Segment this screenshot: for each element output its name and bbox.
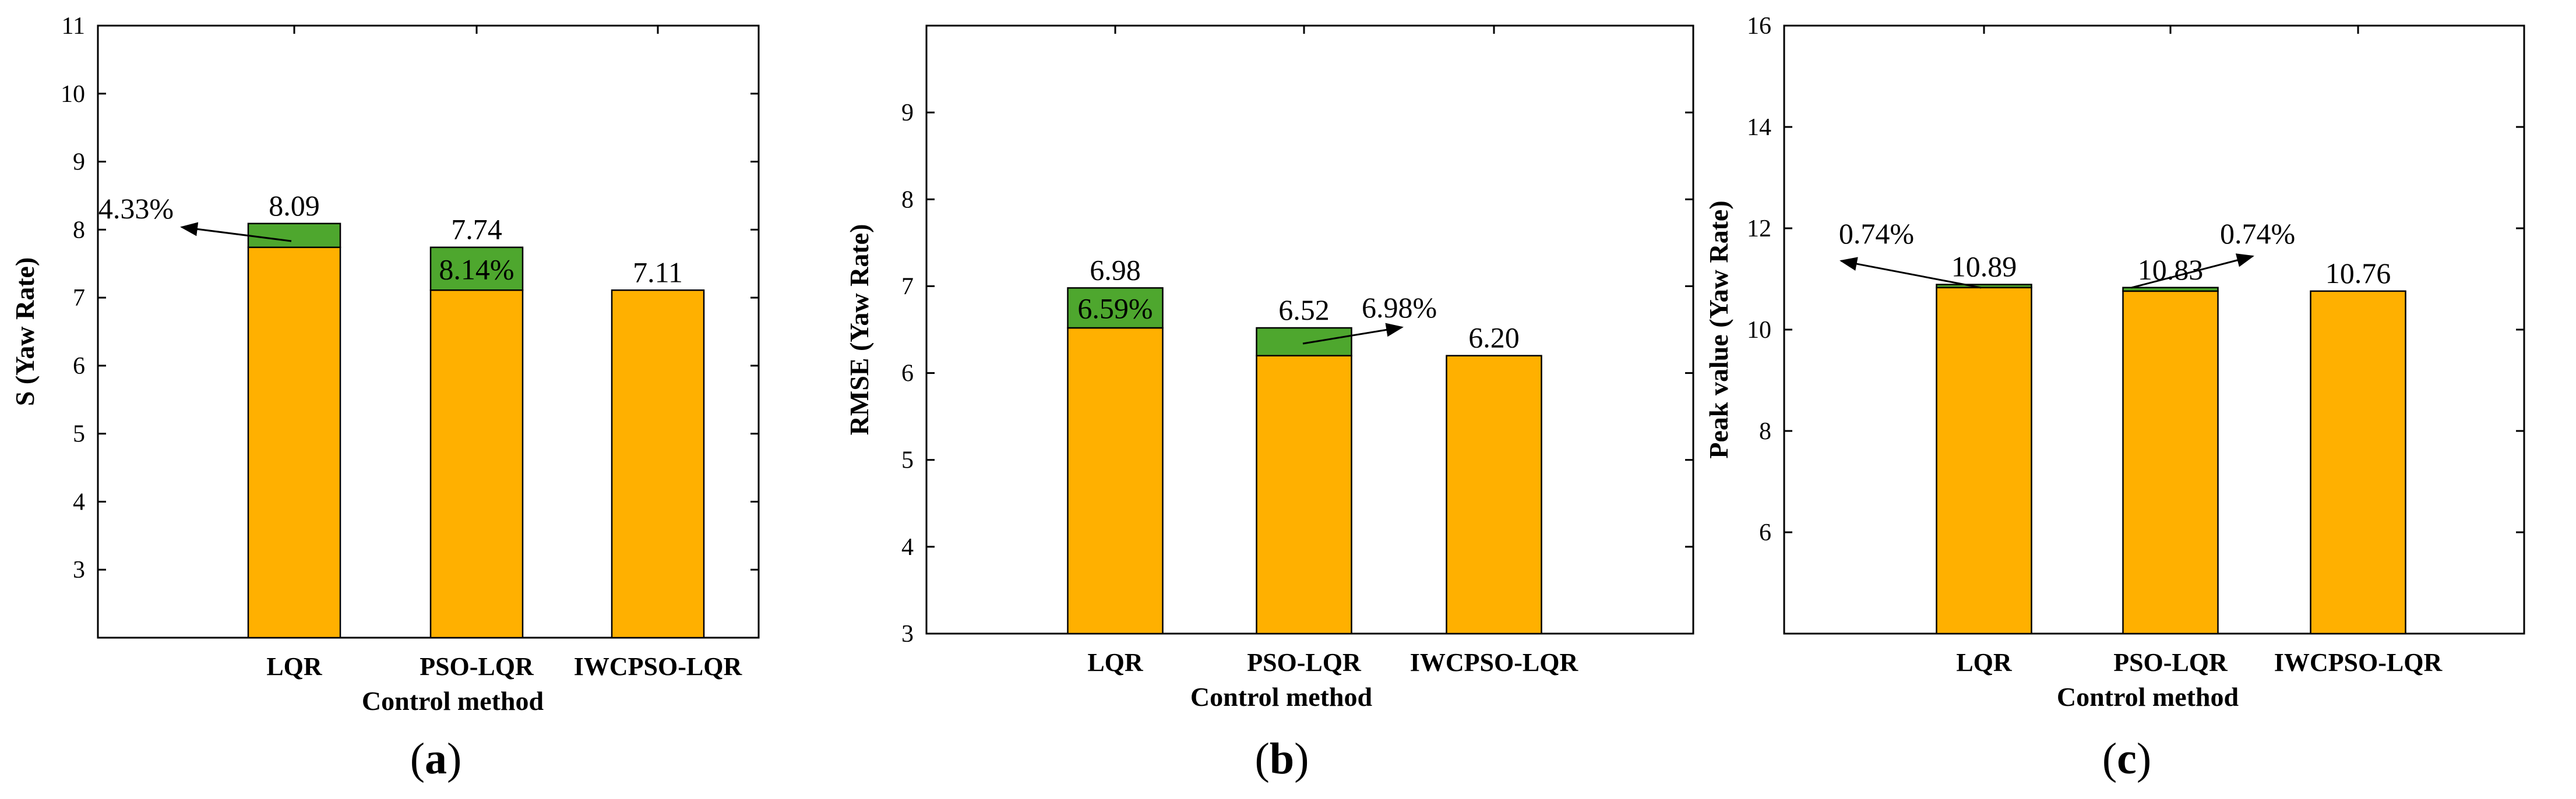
y-tick-label: 8 [73, 217, 85, 243]
y-axis-label: Peak value (Yaw Rate) [1704, 200, 1733, 458]
panel-c: 6 8 10 12 14 16 10.89 10.83 10.76 LQR PSO-LQR IWC… [1704, 13, 2525, 783]
bar-improvement-pso-lqr [2122, 287, 2219, 292]
y-tick-label: 10 [61, 81, 85, 108]
y-axis-ticks: 6 8 10 12 14 16 [1747, 13, 2524, 634]
x-tick-label-pso-lqr: PSO-LQR [2113, 648, 2228, 677]
bar-improvement-lqr [1936, 284, 2032, 289]
data-labels: 8.09 7.74 7.11 [269, 189, 683, 288]
plot-frame [97, 24, 760, 639]
data-label-pso-lqr: 6.52 [1278, 294, 1330, 326]
bar-pso-lqr [429, 289, 524, 639]
y-tick-label: 5 [901, 447, 914, 474]
x-tick-label-pso-lqr: PSO-LQR [1247, 648, 1362, 677]
data-label-iwcpso-lqr: 6.20 [1468, 321, 1520, 354]
x-tick-label-lqr: LQR [1087, 648, 1144, 677]
y-tick-label: 16 [1747, 13, 1771, 40]
x-tick-labels: LQR PSO-LQR IWCPSO-LQR [266, 652, 742, 681]
panel-label: (a) [410, 734, 462, 783]
data-label-lqr: 10.89 [1951, 250, 2017, 283]
y-tick-label: 8 [901, 186, 914, 213]
annotation-2: 0.74% [2220, 217, 2295, 250]
x-tick-label-iwcpso-lqr: IWCPSO-LQR [2274, 648, 2443, 677]
x-axis-label: Control method [1190, 682, 1373, 712]
bar-iwcpso-lqr [611, 289, 705, 639]
data-label-iwcpso-lqr: 7.11 [633, 256, 683, 288]
panel-a: 3 4 5 6 7 8 9 10 11 8.09 7.74 7.11 LQR PSO-LQR IWCPS… [10, 13, 760, 783]
y-tick-label: 4 [73, 489, 85, 515]
bar-improvement-lqr [1067, 287, 1164, 329]
bars [1936, 284, 2406, 635]
y-tick-label: 12 [1747, 215, 1771, 242]
x-axis-label: Control method [362, 686, 544, 716]
data-labels: 6.98 6.52 6.20 [1090, 253, 1520, 353]
y-axis-ticks: 3 4 5 6 7 8 9 [901, 26, 1693, 648]
y-tick-label: 8 [1759, 418, 1771, 445]
y-tick-label: 7 [73, 285, 85, 312]
y-tick-label: 6 [73, 353, 85, 380]
x-tick-label-iwcpso-lqr: IWCPSO-LQR [1410, 648, 1579, 677]
bar-improvement-lqr [247, 222, 341, 248]
y-tick-label: 3 [73, 557, 85, 584]
x-axis-label: Control method [2057, 682, 2239, 712]
annotation-arrow-1 [1840, 257, 1982, 289]
x-tick-labels: LQR PSO-LQR IWCPSO-LQR [1087, 648, 1578, 677]
bar-pso-lqr [2122, 290, 2219, 635]
annotation-1: 6.59% [1077, 292, 1153, 325]
annotation-2: 6.98% [1362, 291, 1437, 324]
bar-improvement-pso-lqr [1256, 327, 1352, 356]
data-label-pso-lqr: 7.74 [451, 213, 502, 246]
panel-label: (b) [1255, 734, 1309, 783]
y-tick-label: 6 [901, 360, 914, 387]
x-tick-labels: LQR PSO-LQR IWCPSO-LQR [1956, 648, 2443, 677]
annotation-arrow-1 [180, 222, 292, 242]
x-tick-label-pso-lqr: PSO-LQR [420, 652, 534, 681]
y-tick-label: 6 [1759, 519, 1771, 546]
x-tick-label-iwcpso-lqr: IWCPSO-LQR [574, 652, 743, 681]
data-labels: 10.89 10.83 10.76 [1951, 250, 2391, 289]
x-tick-label-lqr: LQR [266, 652, 323, 681]
y-tick-label: 4 [901, 534, 914, 561]
y-tick-label: 14 [1747, 114, 1771, 141]
y-axis-ticks: 3 4 5 6 7 8 9 10 11 [61, 13, 759, 638]
annotation-1: 4.33% [98, 192, 174, 225]
data-label-iwcpso-lqr: 10.76 [2325, 257, 2391, 289]
bars [1067, 287, 1542, 635]
y-axis-label: RMSE (Yaw Rate) [844, 224, 874, 436]
bar-iwcpso-lqr [2310, 290, 2406, 635]
panel-label: (c) [2102, 734, 2151, 783]
y-tick-label: 3 [901, 621, 914, 648]
bar-iwcpso-lqr [1446, 355, 1542, 635]
y-tick-label: 11 [62, 13, 85, 40]
y-tick-label: 10 [1747, 317, 1771, 344]
annotation-arrow-2 [1302, 323, 1404, 345]
data-label-lqr: 8.09 [269, 189, 320, 222]
x-tick-label-lqr: LQR [1956, 648, 2013, 677]
bar-lqr [1067, 327, 1164, 635]
y-tick-label: 5 [73, 421, 85, 448]
y-tick-label: 7 [901, 273, 914, 300]
data-label-lqr: 6.98 [1090, 253, 1141, 286]
bar-improvement-pso-lqr [429, 246, 524, 291]
data-label-pso-lqr: 10.83 [2138, 253, 2204, 286]
annotation-1: 0.74% [1839, 217, 1914, 250]
bar-pso-lqr [1256, 355, 1352, 635]
y-tick-label: 9 [73, 149, 85, 176]
y-tick-label: 9 [901, 100, 914, 126]
bar-lqr [1936, 287, 2032, 635]
annotation-2: 8.14% [439, 253, 514, 285]
annotation-arrow-2 [2131, 253, 2254, 289]
bars [247, 222, 705, 639]
panel-b: 3 4 5 6 7 8 9 6.98 6.52 6.20 LQR PSO-LQR IWCPSO-LQ… [844, 24, 1694, 783]
bar-lqr [247, 246, 341, 639]
y-axis-label: S (Yaw Rate) [10, 257, 40, 406]
